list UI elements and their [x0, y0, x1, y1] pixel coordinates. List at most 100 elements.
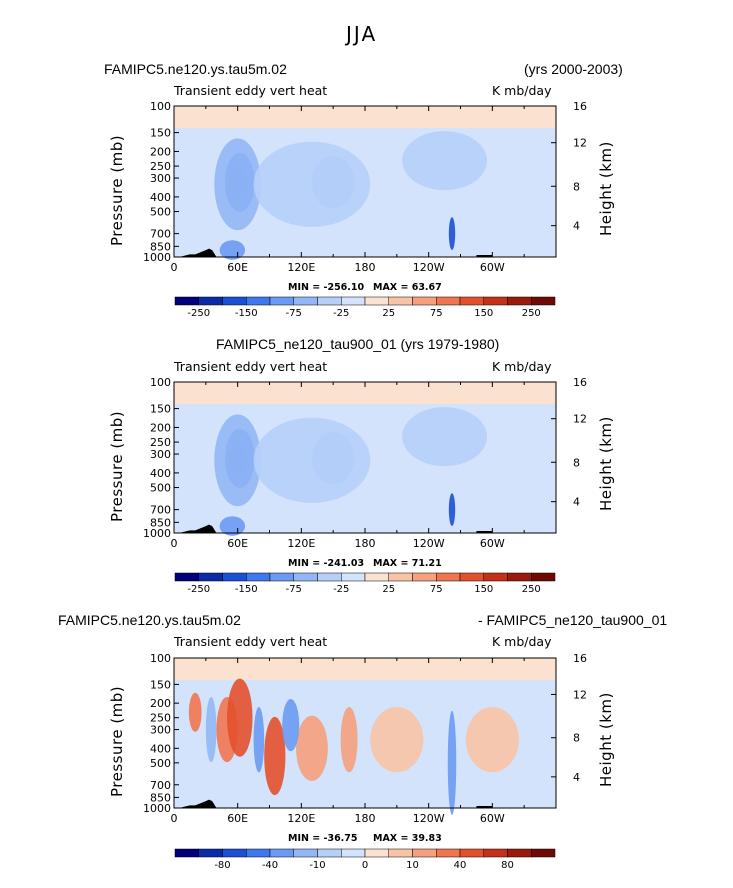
- y-tick-label: 500: [150, 206, 171, 219]
- height-tick-label: 12: [573, 413, 587, 426]
- colorbar-label: 75: [430, 584, 443, 595]
- colorbar-label: 150: [474, 308, 493, 319]
- contour-blob: [465, 707, 519, 773]
- colorbar-label: -250: [187, 308, 210, 319]
- colorbar-box: [174, 572, 199, 582]
- contour-blob: [253, 417, 371, 503]
- colorbar-box: [293, 848, 318, 858]
- colorbar-box: [364, 848, 389, 858]
- contour-blob: [264, 716, 286, 796]
- colorbar-box: [222, 572, 247, 582]
- colorbar-label: -80: [214, 860, 230, 871]
- contour-blob: [448, 493, 456, 527]
- panel3-case-left: FAMIPC5.ne120.ys.tau5m.02: [58, 612, 241, 628]
- colorbar-box: [293, 572, 318, 582]
- x-tick-label: 60E: [227, 537, 248, 550]
- colorbar-box: [269, 572, 294, 582]
- panel3-right-string: K mb/day: [492, 634, 552, 649]
- x-tick-label: 60E: [227, 812, 248, 825]
- colorbar-box: [174, 848, 199, 858]
- colorbar-label: -25: [333, 308, 349, 319]
- colorbar-box: [388, 296, 413, 306]
- colorbar-box: [483, 572, 508, 582]
- colorbar-label: 25: [382, 308, 395, 319]
- figure-title: JJA: [346, 22, 378, 46]
- y-tick-label: 850: [150, 240, 171, 253]
- colorbar-label: 0: [362, 860, 368, 871]
- topography: [476, 806, 493, 808]
- x-tick-label: 120E: [287, 261, 315, 274]
- colorbar-label: -25: [333, 584, 349, 595]
- panel-1: 0 60E 120E 180 120W 60W1001502002503004005007…: [143, 100, 587, 319]
- contour-blob: [205, 696, 217, 763]
- height-tick-label: 16: [573, 100, 587, 113]
- x-tick-label: 60W: [480, 261, 505, 274]
- colorbar-box: [459, 572, 484, 582]
- y-tick-label: 300: [150, 172, 171, 185]
- y-tick-label: 1000: [143, 251, 171, 264]
- y-tick-label: 1000: [143, 527, 171, 540]
- colorbar-label: 250: [522, 584, 541, 595]
- height-tick-label: 8: [573, 180, 580, 193]
- colorbar-box: [483, 848, 508, 858]
- colorbar-label: -250: [187, 584, 210, 595]
- contour-blob: [448, 217, 456, 251]
- colorbar-box: [364, 296, 389, 306]
- colorbar-label: -150: [235, 308, 258, 319]
- colorbar-label: 10: [406, 860, 419, 871]
- y-tick-label: 200: [150, 697, 171, 710]
- height-tick-label: 4: [573, 771, 580, 784]
- y-tick-label: 1000: [143, 802, 171, 815]
- colorbar-label: 40: [454, 860, 467, 871]
- colorbar-label: 25: [382, 584, 395, 595]
- colorbar-box: [293, 296, 318, 306]
- panel2-left-string: Transient eddy vert heat: [174, 359, 328, 374]
- colorbar-box: [246, 572, 271, 582]
- panel1-right-string: K mb/day: [492, 83, 552, 98]
- colorbar-box: [507, 572, 532, 582]
- y-tick-label: 200: [150, 421, 171, 434]
- contour-blob: [188, 692, 202, 732]
- y-tick-label: 700: [150, 228, 171, 241]
- contour-blob: [402, 407, 488, 467]
- height-tick-label: 16: [573, 652, 587, 665]
- height-tick-label: 8: [573, 456, 580, 469]
- y-tick-label: 100: [150, 100, 171, 113]
- y-tick-label: 250: [150, 436, 171, 449]
- contour-blob: [253, 707, 265, 773]
- panel3-left-string: Transient eddy vert heat: [174, 634, 328, 649]
- colorbar-box: [222, 296, 247, 306]
- colorbar-label: -10: [309, 860, 325, 871]
- colorbar-box: [436, 848, 461, 858]
- colorbar-box: [507, 848, 532, 858]
- panel-2: 0 60E 120E 180 120W 60W1001502002503004005007…: [143, 376, 587, 595]
- y-tick-label: 500: [150, 482, 171, 495]
- contour-blob: [447, 710, 457, 815]
- colorbar-box: [436, 296, 461, 306]
- contour-blob: [219, 240, 246, 260]
- colorbar-box: [531, 572, 556, 582]
- y-tick-label: 300: [150, 724, 171, 737]
- height-tick-label: 4: [573, 220, 580, 233]
- panel1-max: MAX = 63.67: [373, 282, 442, 293]
- colorbar-label: -40: [262, 860, 278, 871]
- topography: [179, 248, 217, 257]
- contour-blob: [296, 715, 328, 781]
- colorbar-box: [341, 572, 366, 582]
- topography: [179, 799, 217, 808]
- height-tick-label: 16: [573, 376, 587, 389]
- colorbar-label: 150: [474, 584, 493, 595]
- panel1-case-left: FAMIPC5.ne120.ys.tau5m.02: [104, 61, 287, 77]
- colorbar-box: [459, 296, 484, 306]
- contour-blob: [253, 141, 371, 227]
- panel3-max: MAX = 39.83: [373, 833, 442, 844]
- y-tick-label: 700: [150, 504, 171, 517]
- colorbar-box: [412, 296, 437, 306]
- colorbar-label: -75: [286, 308, 302, 319]
- height-tick-label: 12: [573, 137, 587, 150]
- x-tick-label: 120W: [413, 537, 445, 550]
- colorbar-box: [412, 848, 437, 858]
- panel1-case-right: (yrs 2000-2003): [524, 61, 623, 77]
